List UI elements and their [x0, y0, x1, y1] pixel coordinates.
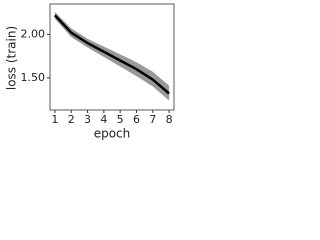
plot-frame	[49, 3, 175, 111]
line	[53, 14, 170, 95]
x-tick-label: 4	[100, 113, 107, 126]
x-tick-label: 3	[84, 113, 91, 126]
x-tick-label: 6	[133, 113, 140, 126]
y-axis-label: loss (train)	[5, 26, 19, 90]
x-tick-label: 5	[117, 113, 124, 126]
x-tick-label: 8	[166, 113, 173, 126]
chart: loss (train) epoch 1.50 2.00 1 2 3 4 5 6 7 8	[5, 3, 175, 141]
y-tick-label: 2.00	[21, 27, 46, 40]
x-tick-label: 2	[68, 113, 75, 126]
x-axis-label: epoch	[94, 127, 131, 141]
x-tick-label: 7	[149, 113, 156, 126]
x-tick-label: 1	[51, 113, 58, 126]
y-tick-label: 1.50	[21, 71, 46, 84]
